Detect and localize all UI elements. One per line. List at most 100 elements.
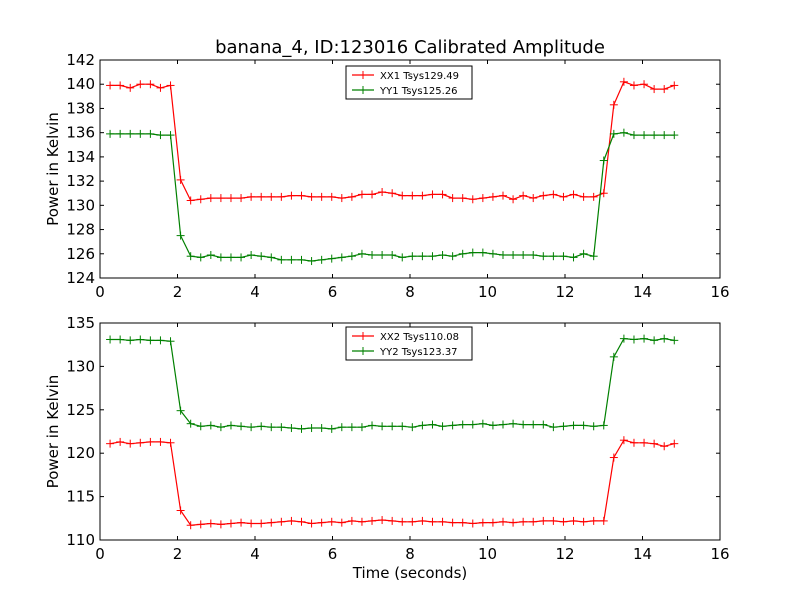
data-point (166, 131, 175, 140)
data-point (388, 250, 397, 259)
data-point (619, 436, 628, 445)
data-point (660, 85, 669, 94)
x-tick-label: 12 (555, 545, 574, 563)
data-point (368, 421, 377, 430)
data-point (368, 250, 377, 259)
data-point (176, 506, 185, 515)
data-point (448, 194, 457, 203)
data-point (448, 421, 457, 430)
data-point (337, 253, 346, 262)
data-point (609, 352, 618, 361)
data-point (478, 248, 487, 257)
data-point (337, 423, 346, 432)
data-point (539, 516, 548, 525)
data-point (226, 519, 235, 528)
data-point (337, 518, 346, 527)
data-point (398, 253, 407, 262)
data-point (196, 195, 205, 204)
data-point (247, 250, 256, 259)
data-point (176, 231, 185, 240)
legend-box (345, 326, 473, 361)
data-point (569, 190, 578, 199)
data-point (408, 191, 417, 200)
data-point (156, 336, 165, 345)
x-tick-label: 0 (95, 545, 105, 563)
data-point (257, 192, 266, 201)
data-point (599, 421, 608, 430)
data-point (327, 192, 336, 201)
data-point (347, 252, 356, 261)
data-point (549, 516, 558, 525)
x-tick-label: 4 (250, 545, 260, 563)
data-point (226, 194, 235, 203)
data-point (640, 131, 649, 140)
data-point (116, 129, 125, 138)
data-point (267, 423, 276, 432)
data-point (629, 81, 638, 90)
y-tick-label: 138 (66, 99, 95, 117)
y-tick-label: 125 (66, 401, 95, 419)
data-point (237, 422, 246, 431)
data-point (650, 336, 659, 345)
x-tick-label: 2 (173, 283, 183, 301)
data-point (237, 518, 246, 527)
figure-title: banana_4, ID:123016 Calibrated Amplitude (215, 37, 605, 58)
data-point (539, 420, 548, 429)
bottom-plot: 0 2 4 6 8 10 12 14 16 110 115 120 125 130 135 Power in … (44, 314, 730, 563)
data-point (499, 191, 507, 200)
data-point (347, 516, 356, 525)
data-point (378, 516, 387, 525)
data-point (106, 81, 115, 90)
data-point (519, 191, 528, 200)
data-point (307, 192, 316, 201)
data-point (438, 190, 447, 199)
data-point (559, 422, 568, 431)
data-point (247, 192, 256, 201)
x-tick-label: 4 (250, 283, 260, 301)
data-point (267, 253, 276, 262)
data-point (327, 424, 336, 433)
x-tick-label: 0 (95, 283, 105, 301)
data-point (166, 438, 175, 447)
data-point (116, 335, 125, 344)
data-point (660, 131, 669, 140)
data-point (186, 196, 195, 205)
data-point (398, 422, 407, 431)
data-point (287, 424, 296, 433)
data-point (458, 249, 467, 258)
legend-label: XX1 Tsys129.49 (380, 71, 459, 82)
data-point (126, 439, 135, 448)
data-point (579, 249, 588, 258)
data-point (499, 517, 507, 526)
data-point (488, 518, 497, 527)
data-point (549, 190, 558, 199)
data-point (156, 437, 165, 446)
data-point (629, 438, 638, 447)
data-point (650, 131, 659, 140)
data-point (287, 191, 296, 200)
data-point (458, 518, 467, 527)
legend-label: YY1 Tsys125.26 (379, 86, 458, 97)
data-point (368, 516, 377, 525)
data-point (670, 336, 679, 345)
x-tick-label: 8 (405, 283, 415, 301)
data-point (428, 252, 437, 261)
data-point (317, 424, 326, 433)
data-point (579, 192, 588, 201)
y-tick-label: 120 (66, 444, 95, 462)
data-point (438, 250, 447, 259)
data-point (559, 192, 568, 201)
y-tick-label: 142 (66, 51, 95, 69)
data-point (357, 517, 366, 526)
data-point (468, 519, 477, 528)
y-axis-label: Power in Kelvin (44, 112, 62, 226)
data-point (418, 421, 427, 430)
data-point (378, 422, 387, 431)
data-point (660, 442, 669, 451)
data-point (418, 252, 427, 261)
y-tick-label: 134 (66, 148, 95, 166)
data-point (428, 190, 437, 199)
data-point (146, 80, 155, 89)
data-point (206, 421, 215, 430)
